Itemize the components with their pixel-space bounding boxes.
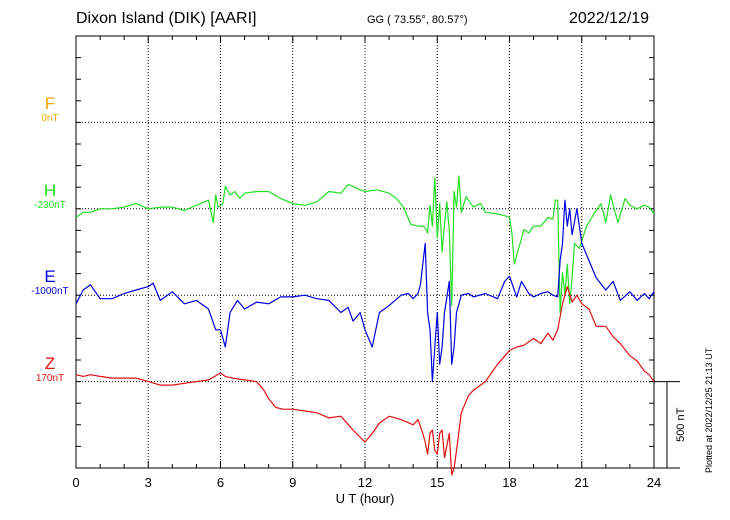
x-tick-label-12: 12 xyxy=(358,475,372,490)
channel-offset: 170nT xyxy=(35,372,65,384)
x-tick-label-9: 9 xyxy=(289,475,296,490)
trace-e xyxy=(75,199,655,383)
x-tick-label-24: 24 xyxy=(647,475,661,490)
channel-baselines xyxy=(76,121,654,383)
trace-z xyxy=(75,286,655,476)
x-tick-label-3: 3 xyxy=(145,475,152,490)
x-tick-label-6: 6 xyxy=(217,475,224,490)
channel-name: F xyxy=(44,94,56,114)
x-tick-label-15: 15 xyxy=(430,475,444,490)
channel-offset: -230nT xyxy=(34,199,66,211)
channel-name: Z xyxy=(44,353,56,373)
plotted-timestamp: Plotted at 2022/12/25 21:13 UT xyxy=(704,347,714,473)
channel-label-z: Z 170nT xyxy=(18,353,82,385)
x-axis-label: U T (hour) xyxy=(336,491,395,506)
geographic-coordinates: GG ( 73.55°, 80.57°) xyxy=(367,14,468,26)
station-title: Dixon Island (DIK) [AARI] xyxy=(76,10,257,27)
channel-offset: -1000nT xyxy=(31,286,69,298)
channel-name: H xyxy=(43,180,57,200)
channel-name: E xyxy=(44,267,56,287)
axis-ticks xyxy=(75,35,655,469)
x-tick-labels: 0 3 6 9 12 15 18 21 24 xyxy=(72,475,661,490)
grid-lines xyxy=(147,36,583,468)
channel-label-f: F 0nT xyxy=(18,95,82,125)
data-traces xyxy=(75,175,655,476)
scale-bar-label: 500 nT xyxy=(675,407,687,442)
plot-date: 2022/12/19 xyxy=(569,10,650,27)
channel-offset: 0nT xyxy=(41,113,59,125)
channel-label-e: E -1000nT xyxy=(18,268,82,298)
x-tick-label-18: 18 xyxy=(502,475,516,490)
scale-bar: 500 nT xyxy=(654,381,687,469)
channel-label-h: H -230nT xyxy=(18,180,82,212)
trace-h xyxy=(75,175,655,314)
x-tick-label-21: 21 xyxy=(575,475,589,490)
x-tick-label-0: 0 xyxy=(72,475,79,490)
